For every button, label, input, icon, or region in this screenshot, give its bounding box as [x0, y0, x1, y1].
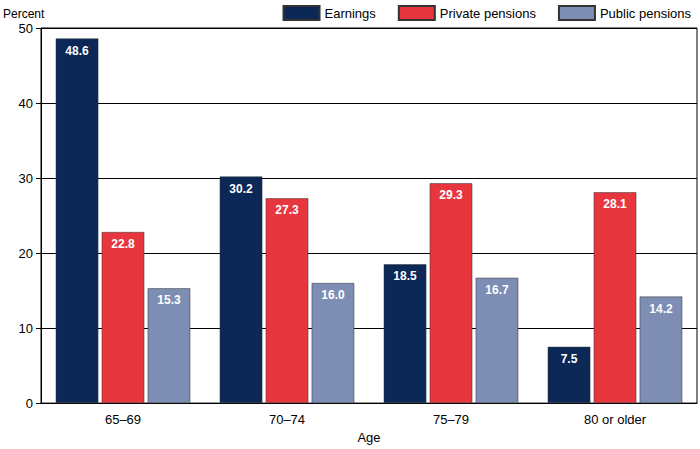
svg-text:70–74: 70–74	[269, 412, 305, 427]
svg-text:0: 0	[26, 396, 33, 411]
svg-text:48.6: 48.6	[65, 44, 89, 58]
svg-text:Earnings: Earnings	[325, 6, 377, 21]
svg-text:30.2: 30.2	[229, 182, 253, 196]
svg-text:15.3: 15.3	[157, 293, 181, 307]
svg-text:65–69: 65–69	[105, 412, 141, 427]
svg-text:29.3: 29.3	[439, 188, 463, 202]
svg-text:75–79: 75–79	[433, 412, 469, 427]
svg-text:20: 20	[19, 246, 33, 261]
svg-text:40: 40	[19, 96, 33, 111]
svg-text:30: 30	[19, 171, 33, 186]
svg-text:16.0: 16.0	[321, 288, 345, 302]
svg-text:80 or older: 80 or older	[584, 412, 647, 427]
svg-text:7.5: 7.5	[561, 352, 578, 366]
svg-text:27.3: 27.3	[275, 203, 299, 217]
svg-text:16.7: 16.7	[485, 283, 509, 297]
svg-text:10: 10	[19, 321, 33, 336]
svg-text:Percent: Percent	[3, 7, 45, 21]
svg-text:50: 50	[19, 21, 33, 36]
svg-text:22.8: 22.8	[111, 237, 135, 251]
svg-text:14.2: 14.2	[649, 302, 673, 316]
svg-text:Age: Age	[357, 430, 380, 445]
svg-text:28.1: 28.1	[603, 197, 627, 211]
svg-text:18.5: 18.5	[393, 269, 417, 283]
svg-text:Public pensions: Public pensions	[600, 6, 692, 21]
svg-text:Private pensions: Private pensions	[440, 6, 537, 21]
